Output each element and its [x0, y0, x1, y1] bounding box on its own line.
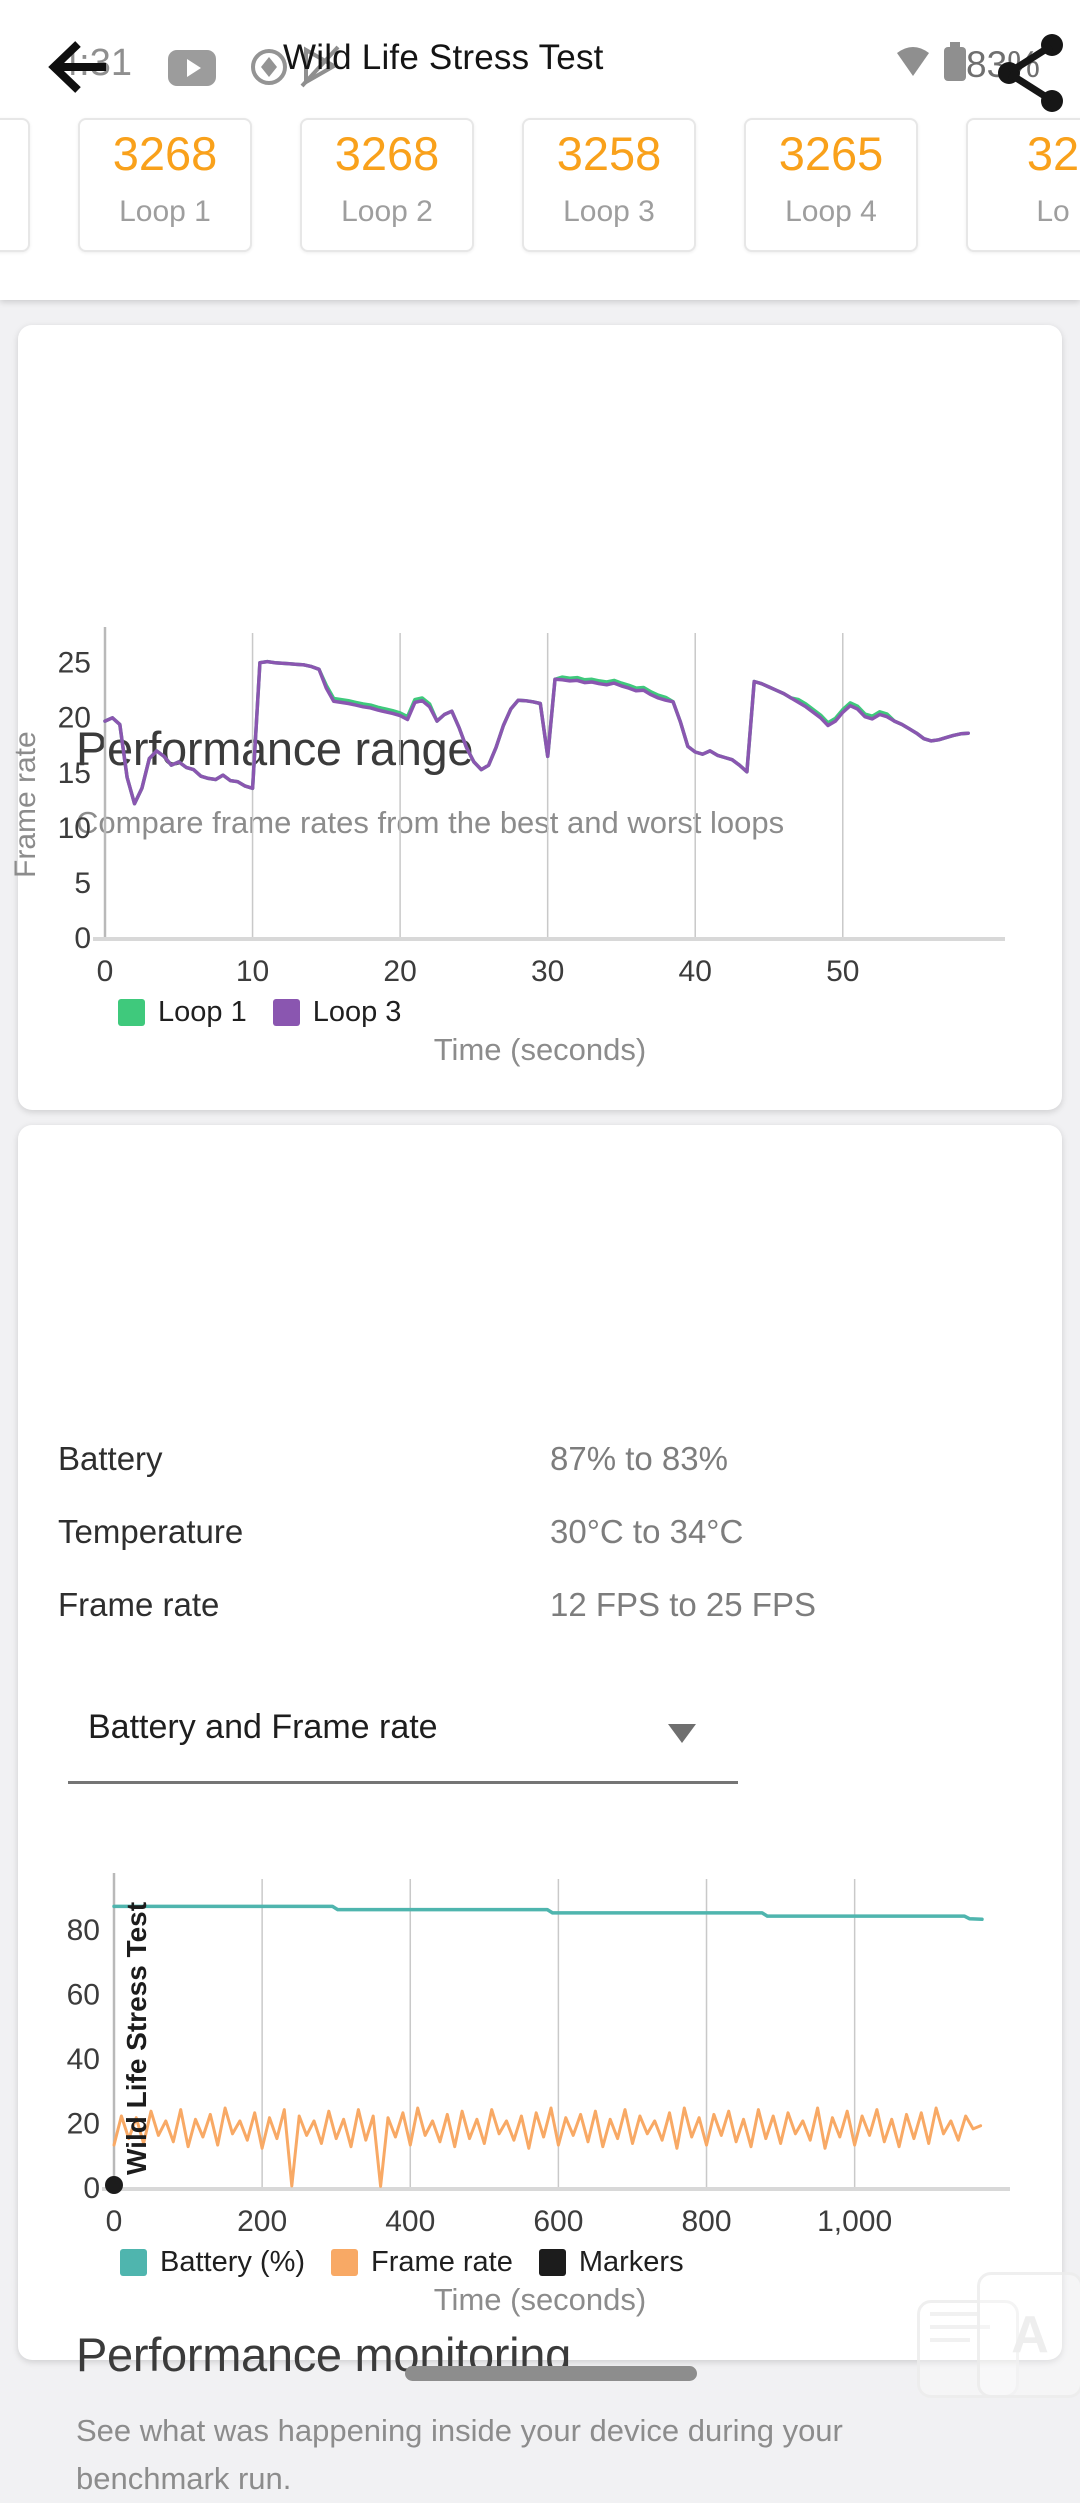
svg-text:Wild Life Stress Test: Wild Life Stress Test	[121, 1902, 152, 2175]
play-triangle-icon	[186, 59, 201, 77]
svg-text:80: 80	[67, 1914, 100, 1947]
svg-text:0: 0	[74, 922, 91, 955]
svg-text:50: 50	[826, 955, 859, 988]
stat-row-frame-rate: Frame rate 12 FPS to 25 FPS	[58, 1586, 816, 1623]
page-title: Wild Life Stress Test	[283, 38, 604, 77]
svg-text:20: 20	[58, 702, 91, 735]
legend-chip-frame-rate	[331, 2249, 359, 2276]
autoplay-off-status-icon	[296, 42, 344, 97]
legend-chip-battery	[120, 2249, 147, 2276]
legend-item-loop3: Loop 3	[272, 996, 401, 1029]
score-card-loop3[interactable]: 3258 Loop 3	[522, 118, 696, 252]
performance-monitoring-card: Performance monitoring See what was happ…	[18, 1125, 1062, 2496]
svg-text:1,000: 1,000	[817, 2205, 892, 2238]
svg-text:40: 40	[679, 955, 712, 988]
back-arrow-button[interactable]	[44, 36, 110, 101]
score-label: Loop 2	[341, 195, 433, 228]
performance-range-subtitle: Compare frame rates from the best and wo…	[76, 805, 785, 840]
svg-text:15: 15	[58, 757, 91, 790]
legend-item-loop1: Loop 1	[118, 996, 247, 1029]
gesture-navigation-bar[interactable]	[405, 2366, 697, 2381]
performance-range-chart: 0 10 20 30 40 50 0 5 10 15 20 25	[58, 627, 1005, 988]
dropdown-underline	[68, 1781, 738, 1784]
battery-icon	[938, 40, 972, 89]
chart-select-dropdown[interactable]: Battery and Frame rate	[68, 1700, 738, 1786]
legend-item-battery: Battery (%)	[120, 2246, 305, 2279]
performance-monitoring-chart: 0 200 400 600 800 1,000 0 20 40 60 80 Wild Life Str…	[67, 1873, 1010, 2238]
svg-text:10: 10	[236, 955, 269, 988]
svg-text:800: 800	[681, 2205, 731, 2238]
share-button[interactable]	[996, 32, 1068, 119]
score-label: Loop 4	[785, 195, 877, 228]
score-value: 3268	[112, 127, 218, 180]
stat-row-battery: Battery 87% to 83%	[58, 1440, 728, 1477]
x-axis-label-time-2: Time (seconds)	[433, 2282, 647, 2317]
svg-text:600: 600	[533, 2205, 583, 2238]
stat-row-temperature: Temperature 30°C to 34°C	[58, 1513, 744, 1550]
score-card-loop4[interactable]: 3265 Loop 4	[744, 118, 918, 252]
legend-item-markers: Markers	[538, 2246, 684, 2279]
score-label: Lo	[1036, 195, 1070, 228]
score-card-loop5-partial[interactable]: 32 Lo	[966, 118, 1080, 252]
performance-range-legend: Loop 1 Loop 3	[118, 996, 401, 1029]
score-value: 3258	[556, 127, 662, 180]
svg-text:400: 400	[385, 2205, 435, 2238]
svg-text:0: 0	[106, 2205, 123, 2238]
svg-text:0: 0	[83, 2172, 100, 2205]
svg-text:25: 25	[58, 647, 91, 680]
legend-chip-loop1	[118, 999, 145, 1026]
svg-text:20: 20	[67, 2107, 100, 2140]
x-axis-label-time-1: Time (seconds)	[433, 1032, 647, 1067]
svg-text:10: 10	[58, 812, 91, 845]
data-saver-status-icon	[248, 46, 290, 93]
svg-text:60: 60	[67, 1978, 100, 2011]
wifi-icon	[894, 44, 932, 83]
score-card-loop1[interactable]: 3268 Loop 1	[78, 118, 252, 252]
score-label: Loop 1	[119, 195, 211, 228]
y-axis-label-frame-rate: Frame rate	[9, 731, 42, 879]
score-label: Loop 3	[563, 195, 655, 228]
score-value: 3268	[334, 127, 440, 180]
legend-item-frame-rate: Frame rate	[331, 2246, 513, 2279]
performance-monitoring-subtitle: See what was happening inside your devic…	[76, 2413, 843, 2496]
svg-text:40: 40	[67, 2043, 100, 2076]
performance-range-title: Performance range	[76, 722, 474, 775]
svg-text:200: 200	[237, 2205, 287, 2238]
svg-text:20: 20	[383, 955, 416, 988]
legend-chip-loop3	[272, 999, 300, 1026]
dropdown-selected-value: Battery and Frame rate	[88, 1708, 438, 1746]
svg-text:30: 30	[531, 955, 564, 988]
youtube-notification-icon	[168, 50, 216, 86]
score-card-partial-left[interactable]	[0, 118, 30, 252]
chevron-down-icon	[668, 1724, 696, 1743]
performance-monitoring-legend: Battery (%) Frame rate Markers	[120, 2246, 684, 2279]
svg-text:0: 0	[97, 955, 114, 988]
score-card-loop2[interactable]: 3268 Loop 2	[300, 118, 474, 252]
score-value: 3265	[778, 127, 884, 180]
svg-text:5: 5	[74, 867, 91, 900]
legend-chip-markers	[538, 2249, 566, 2276]
score-value: 32	[1026, 127, 1080, 180]
